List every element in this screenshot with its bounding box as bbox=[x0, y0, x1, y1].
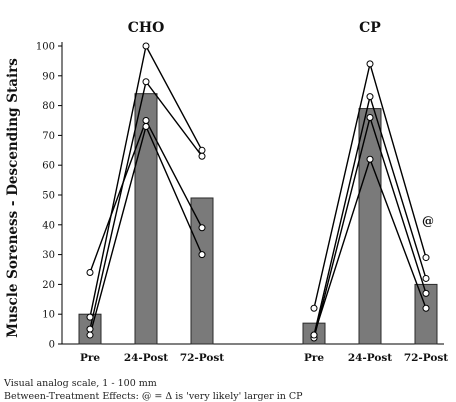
y-tick-label: 60 bbox=[42, 161, 55, 172]
individual-point bbox=[142, 117, 150, 124]
bar-layer bbox=[78, 93, 438, 345]
panel-title-cp: CP bbox=[359, 20, 381, 36]
individual-point bbox=[198, 224, 206, 232]
x-tick-label: 24-Post bbox=[124, 352, 168, 364]
y-tick-label: 70 bbox=[42, 131, 55, 142]
individual-point bbox=[86, 331, 94, 339]
x-tick-label: 72-Post bbox=[180, 352, 224, 364]
y-tick-label: 90 bbox=[42, 71, 55, 82]
individual-point bbox=[422, 274, 430, 282]
individual-point bbox=[422, 289, 430, 297]
individual-point bbox=[198, 251, 206, 259]
individual-point bbox=[86, 313, 94, 321]
footnote-effects: Between-Treatment Effects: @ = Δ is 'ver… bbox=[4, 391, 303, 402]
y-tick-label: 100 bbox=[36, 42, 55, 53]
mean-bar bbox=[358, 108, 382, 345]
panel-title-cho: CHO bbox=[128, 20, 165, 36]
individual-point bbox=[310, 331, 318, 339]
y-tick-label: 10 bbox=[42, 310, 55, 321]
individual-points-layer bbox=[86, 42, 430, 342]
individual-point bbox=[142, 42, 150, 50]
y-tick-label: 30 bbox=[42, 250, 55, 261]
x-tick-label: 72-Post bbox=[404, 352, 448, 364]
individual-point bbox=[142, 78, 150, 86]
individual-point bbox=[366, 114, 374, 122]
significance-annotation: @ bbox=[422, 214, 434, 228]
individual-point bbox=[366, 93, 374, 101]
individual-point bbox=[86, 325, 94, 333]
y-tick-label: 20 bbox=[42, 280, 55, 291]
individual-point bbox=[142, 122, 150, 130]
y-tick-label: 80 bbox=[42, 101, 55, 112]
y-axis-label: Muscle Soreness - Descending Stairs bbox=[5, 58, 21, 338]
individual-point bbox=[198, 152, 206, 160]
individual-point bbox=[310, 304, 318, 312]
individual-point bbox=[422, 254, 430, 262]
mean-bar bbox=[414, 283, 438, 345]
individual-point bbox=[366, 155, 374, 163]
y-tick-label: 0 bbox=[49, 340, 55, 351]
individual-point bbox=[86, 268, 94, 276]
individual-point bbox=[422, 304, 430, 312]
mean-bar bbox=[134, 93, 158, 345]
individual-point bbox=[366, 60, 374, 68]
x-tick-label: Pre bbox=[80, 352, 100, 364]
mean-bar bbox=[190, 197, 214, 345]
y-tick-label: 40 bbox=[42, 220, 55, 231]
individual-point bbox=[198, 146, 206, 154]
y-tick-label: 50 bbox=[42, 191, 55, 202]
x-tick-label: 24-Post bbox=[348, 352, 392, 364]
x-tick-label: Pre bbox=[304, 352, 324, 364]
label-layer: 0 10 20 30 40 50 60 70 80 90 100 CHO Pre 24-Post 72-Po… bbox=[36, 20, 448, 364]
footnote-scale: Visual analog scale, 1 - 100 mm bbox=[4, 378, 157, 389]
